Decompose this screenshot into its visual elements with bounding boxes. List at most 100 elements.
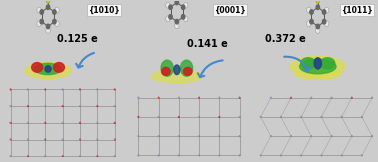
Circle shape [178,97,179,98]
Ellipse shape [314,58,321,69]
Circle shape [301,155,302,156]
Ellipse shape [295,70,341,79]
Circle shape [138,136,139,137]
Circle shape [10,106,11,107]
Circle shape [331,136,332,137]
Ellipse shape [299,59,336,74]
Text: {1010}: {1010} [88,6,120,15]
Circle shape [10,89,11,90]
Circle shape [37,21,41,27]
Ellipse shape [162,67,170,75]
Circle shape [46,28,50,33]
Circle shape [219,97,220,98]
Circle shape [178,136,179,137]
Circle shape [62,122,63,123]
Circle shape [316,28,320,33]
Circle shape [307,7,311,13]
Circle shape [199,155,200,156]
Text: 0.141 e: 0.141 e [187,39,228,49]
Circle shape [158,155,159,156]
Circle shape [158,136,159,137]
Circle shape [310,19,313,24]
Circle shape [55,7,59,13]
Circle shape [321,155,322,156]
Circle shape [53,10,56,14]
Circle shape [10,139,11,140]
Ellipse shape [54,63,65,72]
Circle shape [45,106,46,107]
Ellipse shape [161,60,173,76]
Text: {0001}: {0001} [214,6,246,15]
Circle shape [301,116,302,117]
Circle shape [138,155,139,156]
Circle shape [53,19,56,24]
Circle shape [169,15,172,19]
Circle shape [219,136,220,137]
Circle shape [239,136,240,137]
Circle shape [184,2,188,8]
Circle shape [37,7,41,13]
Ellipse shape [35,63,61,75]
Ellipse shape [25,63,71,79]
Circle shape [280,155,281,156]
Ellipse shape [184,67,192,75]
Circle shape [175,0,178,5]
Circle shape [280,116,281,117]
Circle shape [40,19,43,24]
Circle shape [260,116,261,117]
Circle shape [62,89,63,90]
Circle shape [166,16,170,22]
Circle shape [325,7,329,13]
Ellipse shape [174,65,180,75]
Circle shape [46,24,50,29]
Circle shape [175,23,179,29]
Circle shape [158,116,159,117]
Circle shape [166,2,170,8]
Circle shape [322,10,326,14]
Circle shape [62,139,63,140]
Ellipse shape [151,70,202,83]
Text: 0.125 e: 0.125 e [57,34,98,44]
Ellipse shape [320,58,335,69]
Circle shape [181,15,185,19]
Circle shape [219,155,220,156]
Circle shape [10,122,11,123]
Circle shape [55,21,59,27]
Circle shape [310,10,313,14]
Circle shape [239,97,240,98]
Circle shape [331,97,332,98]
Circle shape [175,19,178,24]
Circle shape [97,139,98,140]
Circle shape [239,116,240,117]
Circle shape [178,155,179,156]
Circle shape [184,16,188,22]
Circle shape [341,155,342,156]
Circle shape [325,21,329,27]
Circle shape [46,0,50,3]
Ellipse shape [290,56,345,77]
Text: 0.372 e: 0.372 e [265,34,305,44]
Circle shape [239,155,240,156]
Circle shape [316,0,320,3]
Circle shape [199,136,200,137]
Circle shape [181,5,185,9]
Text: {1011}: {1011} [341,6,372,15]
Circle shape [40,10,43,14]
Circle shape [316,5,319,9]
Circle shape [158,97,159,98]
Circle shape [138,97,139,98]
Ellipse shape [45,66,51,72]
Circle shape [97,122,98,123]
Circle shape [199,116,200,117]
Circle shape [307,21,311,27]
Circle shape [260,155,261,156]
Circle shape [97,89,98,90]
Circle shape [46,5,50,9]
Circle shape [341,116,342,117]
Circle shape [316,24,319,29]
Ellipse shape [32,63,43,72]
Circle shape [169,5,172,9]
Circle shape [322,19,326,24]
Circle shape [321,116,322,117]
Ellipse shape [181,60,193,76]
